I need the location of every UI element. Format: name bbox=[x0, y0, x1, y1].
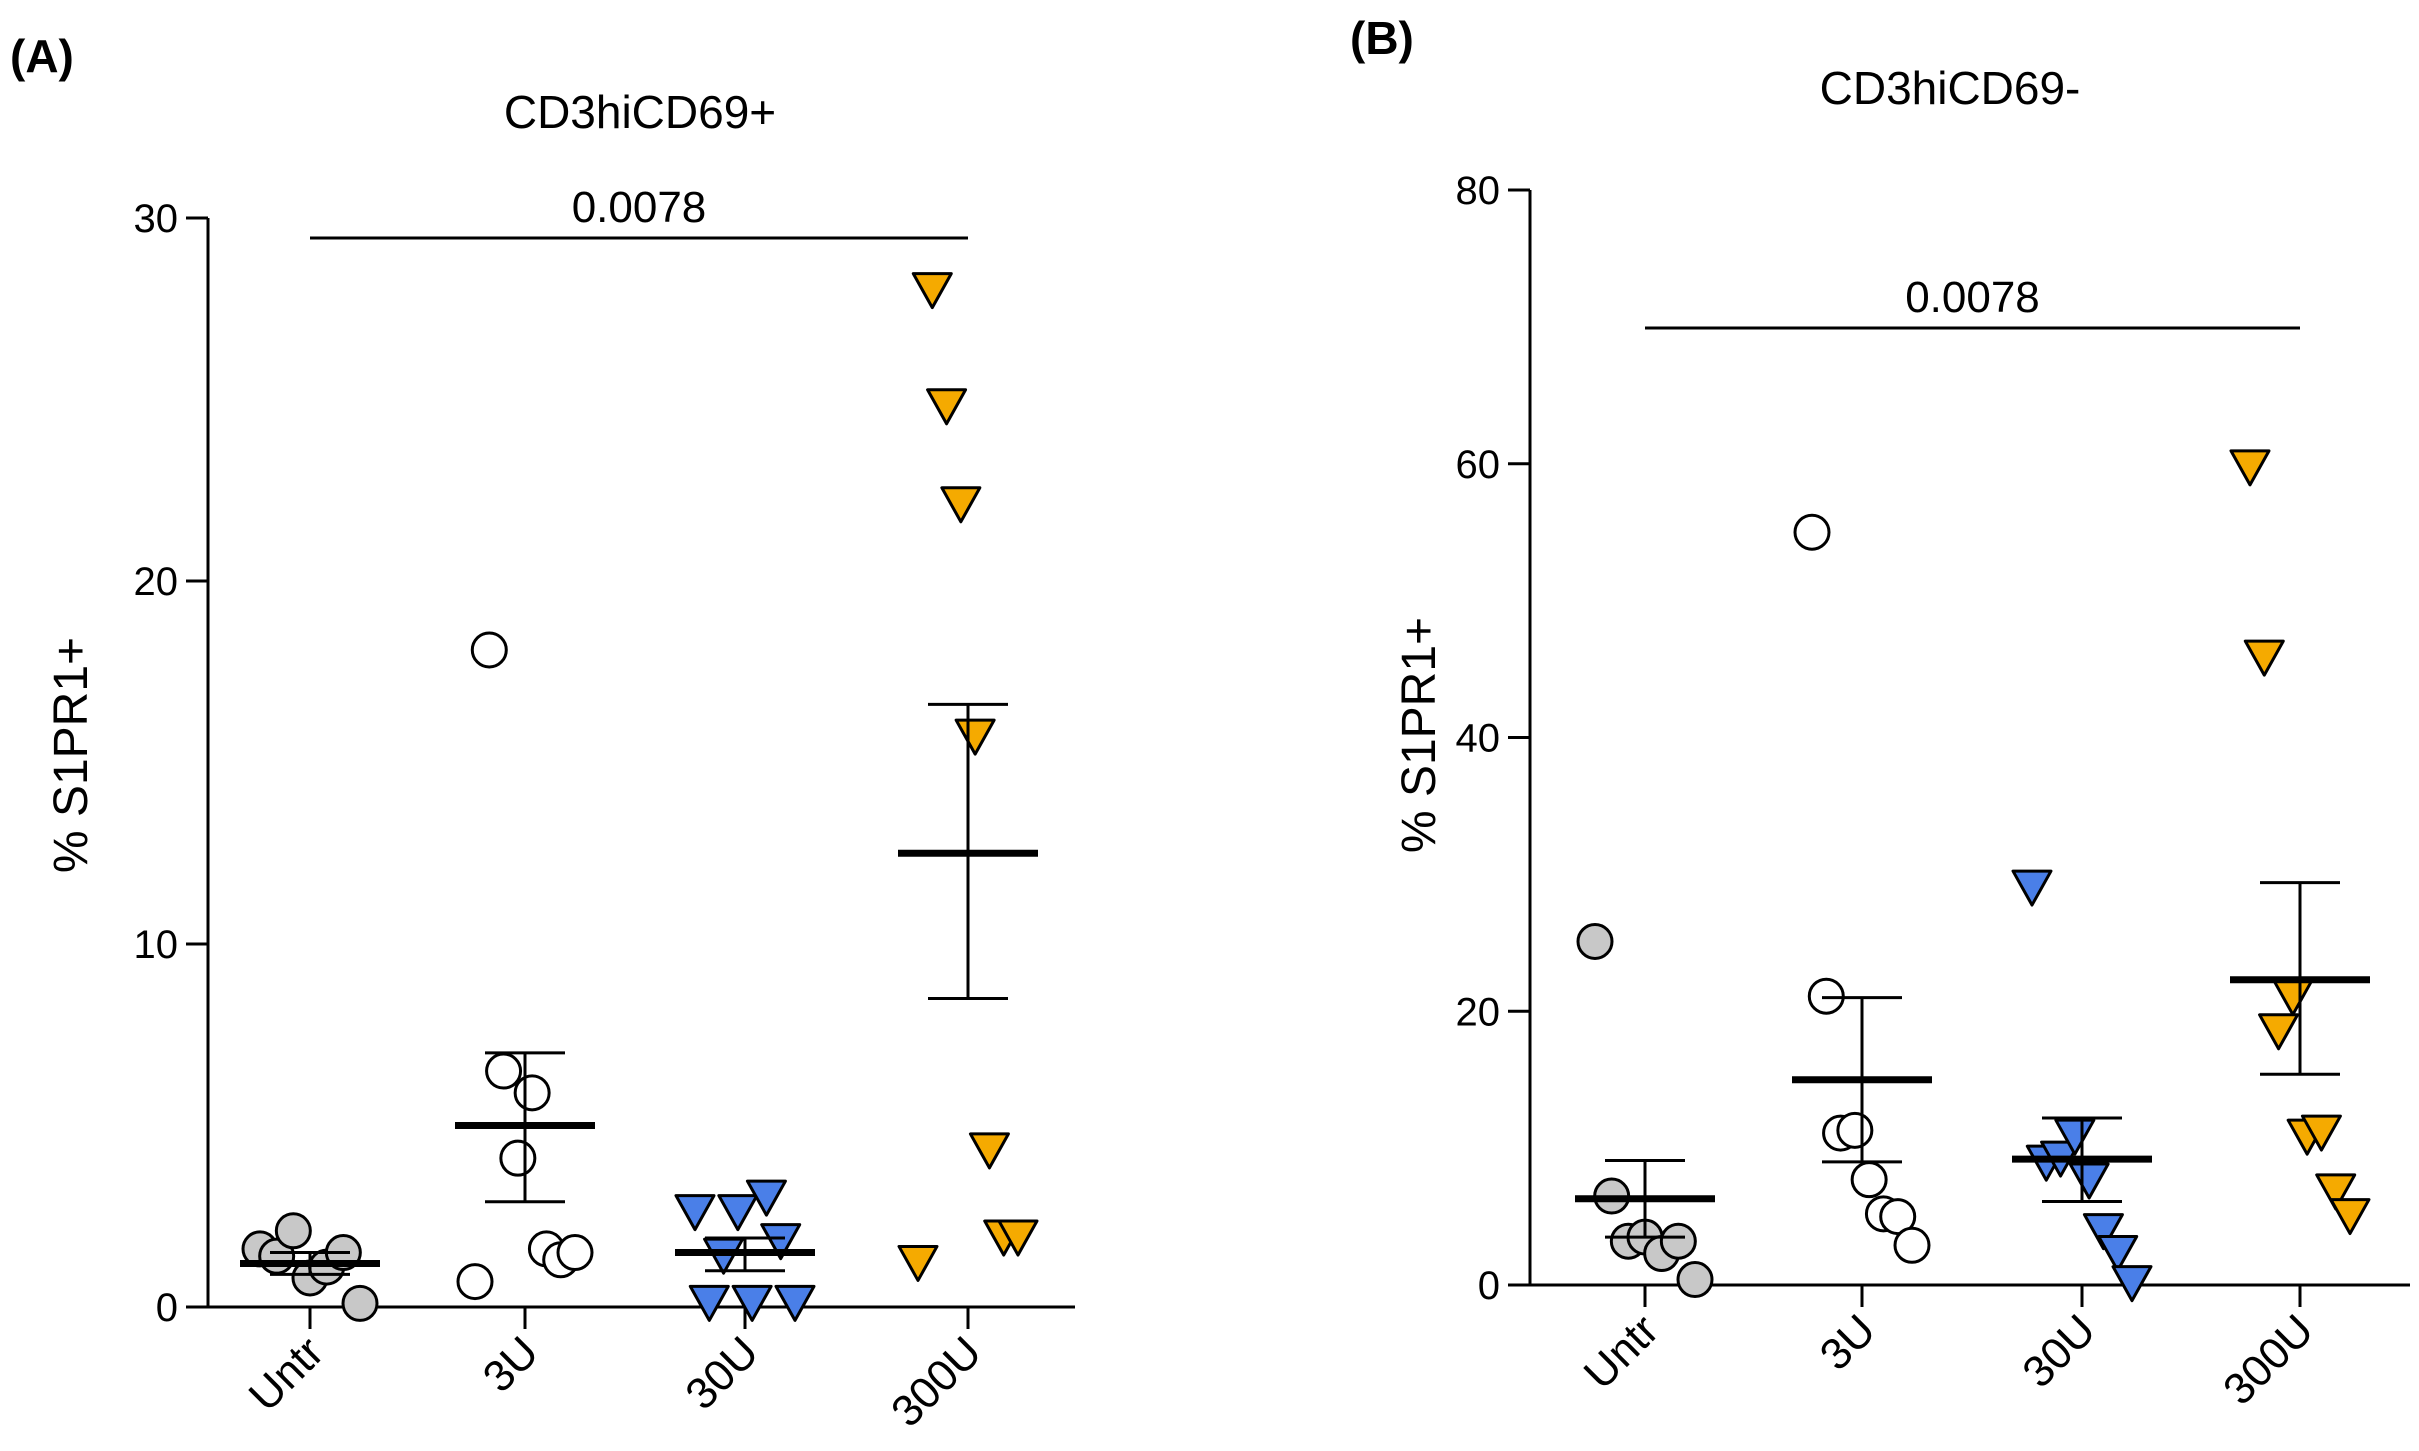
panel-a-point-300u bbox=[968, 1132, 1010, 1170]
panel-a-x-tick-label: 300U bbox=[882, 1327, 991, 1436]
panel-b-point-untr bbox=[1676, 1261, 1714, 1299]
panel-b-point-3u bbox=[1850, 1161, 1888, 1199]
panel-b-significance-bracket: 0.0078 bbox=[1645, 273, 2300, 330]
panel-b-point-300u bbox=[2329, 1198, 2371, 1236]
panel-a-point-30u bbox=[745, 1179, 787, 1217]
panel-b-label: (B) bbox=[1350, 12, 1414, 64]
panel-b-title: CD3hiCD69- bbox=[1820, 62, 2081, 114]
panel-a: (A) CD3hiCD69+ % S1PR1+ 0 10 20 30 Untr 3U 30U… bbox=[10, 30, 1075, 1436]
panel-a-point-3u bbox=[470, 631, 508, 669]
panel-a-x-tick-label: 30U bbox=[676, 1327, 768, 1419]
panel-a-point-300u bbox=[926, 388, 968, 426]
panel-a-point-300u bbox=[897, 1244, 939, 1282]
panel-b-point-30u bbox=[2054, 1118, 2096, 1156]
panel-a-x-tick-label: 3U bbox=[474, 1327, 548, 1401]
panel-a-point-30u bbox=[703, 1237, 745, 1275]
panel-a-title: CD3hiCD69+ bbox=[504, 86, 776, 138]
panel-b-point-30u bbox=[2111, 1265, 2153, 1303]
panel-b-plot: 0 20 40 60 80 Untr 3U 30U 300U bbox=[1456, 169, 2410, 1414]
panel-b-y-axis-label: % S1PR1+ bbox=[1393, 617, 1446, 853]
panel-a-point-300u bbox=[940, 486, 982, 524]
panel-b-x-tick-label: 3U bbox=[1811, 1305, 1885, 1379]
panel-b-point-untr bbox=[1659, 1222, 1697, 1260]
panel-a-y-tick-label: 30 bbox=[134, 197, 179, 241]
panel-b-point-3u bbox=[1793, 513, 1831, 551]
panel-b-point-300u bbox=[2315, 1173, 2357, 1211]
panel-b-point-3u bbox=[1836, 1111, 1874, 1149]
panel-b-pvalue: 0.0078 bbox=[1905, 273, 2040, 322]
panel-a-significance-bracket: 0.0078 bbox=[310, 183, 968, 240]
panel-a-x-tick-label: Untr bbox=[240, 1327, 333, 1420]
panel-b-point-30u bbox=[2068, 1162, 2110, 1200]
panel-a-point-3u bbox=[513, 1074, 551, 1112]
panel-a-y-tick-label: 20 bbox=[134, 560, 179, 604]
panel-a-point-untr bbox=[341, 1284, 379, 1322]
panel-b-point-30u bbox=[2082, 1213, 2124, 1251]
panel-a-plot: 0 10 20 30 Untr 3U 30U 300U bbox=[134, 197, 1075, 1436]
panel-b-point-untr bbox=[1576, 922, 1614, 960]
panel-b-point-300u bbox=[2243, 639, 2285, 677]
panel-a-point-3u bbox=[499, 1139, 537, 1177]
panel-a-point-300u bbox=[911, 272, 953, 310]
panel-b-y-tick-label: 20 bbox=[1456, 990, 1501, 1034]
panel-a-point-300u bbox=[997, 1219, 1039, 1257]
panel-a-point-30u bbox=[774, 1284, 816, 1322]
panel-b-point-300u bbox=[2229, 449, 2271, 487]
panel-b-y-tick-label: 60 bbox=[1456, 443, 1501, 487]
panel-b-x-tick-label: 30U bbox=[2013, 1305, 2105, 1397]
panel-a-pvalue: 0.0078 bbox=[572, 183, 707, 232]
panel-b-x-tick-label: 300U bbox=[2214, 1305, 2323, 1414]
panel-b-y-tick-label: 0 bbox=[1478, 1264, 1500, 1308]
panel-a-point-3u bbox=[556, 1234, 594, 1272]
panel-a-y-axis-label: % S1PR1+ bbox=[45, 637, 98, 873]
panel-b-point-300u bbox=[2272, 979, 2314, 1017]
panel-a-point-300u bbox=[954, 718, 996, 756]
panel-b-y-tick-label: 80 bbox=[1456, 169, 1501, 213]
panel-a-point-30u bbox=[731, 1284, 773, 1322]
panel-a-point-30u bbox=[688, 1284, 730, 1322]
panel-a-y-tick-label: 10 bbox=[134, 923, 179, 967]
panel-a-point-30u bbox=[717, 1194, 759, 1232]
panel-b: (B) CD3hiCD69- % S1PR1+ 0 20 40 60 80 Untr 3U 3… bbox=[1350, 12, 2410, 1414]
panel-b-point-300u bbox=[2258, 1013, 2300, 1051]
panel-a-point-3u bbox=[485, 1052, 523, 1090]
panel-b-point-30u bbox=[2097, 1235, 2139, 1273]
panel-b-point-3u bbox=[1893, 1226, 1931, 1264]
panel-a-point-3u bbox=[456, 1263, 494, 1301]
panel-b-point-30u bbox=[2011, 869, 2053, 907]
panel-b-y-tick-label: 40 bbox=[1456, 717, 1501, 761]
panel-a-point-untr bbox=[274, 1212, 312, 1250]
panel-b-x-tick-label: Untr bbox=[1575, 1305, 1668, 1398]
panel-a-label: (A) bbox=[10, 30, 74, 82]
panel-b-point-300u bbox=[2300, 1114, 2342, 1152]
panel-a-y-tick-label: 0 bbox=[156, 1286, 178, 1330]
panel-a-point-30u bbox=[674, 1194, 716, 1232]
panel-a-point-30u bbox=[760, 1223, 802, 1261]
